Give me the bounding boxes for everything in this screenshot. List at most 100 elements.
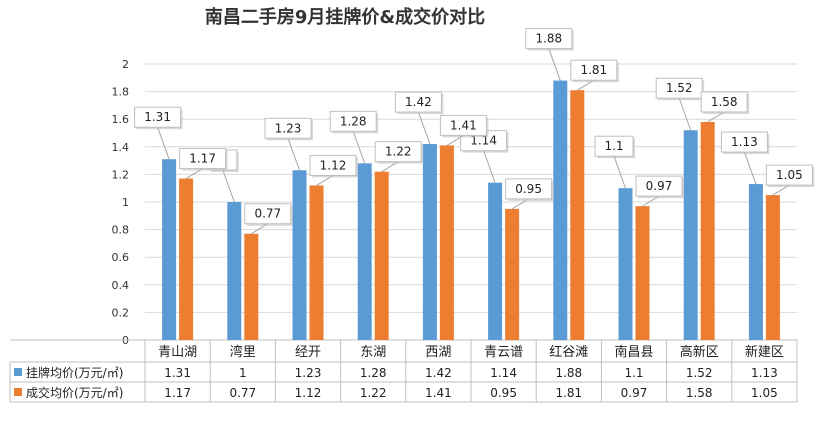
label-leader [483,150,496,183]
data-label: 1.52 [666,81,693,95]
data-label: 0.77 [254,207,281,221]
y-tick-label: 1.2 [112,168,130,181]
table-cell: 1.42 [425,366,452,380]
table-cell: 1.22 [360,386,387,400]
table-cell: 1 [239,366,247,380]
bar [488,182,503,340]
table-cell: 1.13 [751,366,778,380]
data-label-box [505,178,553,200]
data-label-box [309,154,357,176]
bar [309,185,324,340]
data-label-box [570,59,618,81]
label-leader [548,48,561,81]
table-cell: 1.05 [751,386,778,400]
data-label: 1.58 [711,95,738,109]
bar [439,145,454,340]
data-label: 1.22 [385,145,412,159]
category-label: 红谷滩 [549,344,588,360]
data-label-box [264,117,312,139]
data-label-box [374,141,422,163]
table-cell: 1.58 [686,386,713,400]
table-cell: 1.88 [555,366,582,380]
category-label: 青山湖 [158,345,197,360]
table-cell: 0.97 [621,386,648,400]
bar [618,188,633,340]
data-label: 1.05 [776,168,803,182]
category-label: 南昌县 [614,344,653,360]
data-label-box [525,28,573,50]
bar [635,206,650,340]
legend-label: 挂牌均价(万元/㎡) [26,366,123,380]
table-cell: 1.81 [555,386,582,400]
data-label: 1.41 [450,118,477,132]
category-label: 青云谱 [484,345,523,360]
table-cell: 0.77 [229,386,256,400]
bar [683,130,698,340]
bar [505,208,520,340]
y-tick-label: 0.8 [112,224,130,237]
category-label: 东湖 [360,345,386,360]
y-tick-label: 1.6 [112,113,130,126]
y-tick-label: 2 [122,58,129,71]
bar [570,90,585,340]
data-label-box [329,110,377,132]
legend-swatch [14,368,22,376]
bar [700,121,715,341]
data-label-box [394,91,442,113]
bar [244,233,259,340]
label-leader [157,127,170,160]
table-cell: 0.95 [490,386,517,400]
data-label-box [635,175,683,197]
y-tick-label: 1.8 [112,86,130,99]
bar [357,163,372,340]
data-label: 1.42 [405,95,432,109]
chart-title: 南昌二手房9月挂牌价&成交价对比 [205,6,485,28]
data-label: 1.12 [320,158,347,172]
table-cell: 1.31 [164,366,191,380]
data-label: 1.28 [340,114,367,128]
y-tick-label: 1.4 [112,141,130,154]
table-cell: 1.14 [490,366,517,380]
label-leader [613,156,626,189]
table-cell: 1.23 [295,366,322,380]
data-label-box [179,148,227,170]
legend-label: 成交均价(万元/㎡) [26,385,123,400]
bar [422,144,437,340]
data-label: 0.95 [515,182,542,196]
table-cell: 1.17 [164,386,191,400]
data-label: 0.97 [646,179,673,193]
data-label: 1.17 [189,152,216,166]
category-label: 湾里 [230,344,256,360]
label-leader [417,111,431,145]
label-leader [678,98,692,131]
data-label: 1.88 [535,32,562,46]
table-cell: 1.52 [686,366,713,380]
y-tick-label: 0.4 [112,279,130,292]
category-label: 新建区 [745,344,784,360]
data-label-box [439,114,487,136]
bar [765,195,780,340]
label-leader [743,151,757,185]
category-label: 西湖 [425,345,451,360]
data-label: 1.13 [731,135,758,149]
category-label: 经开 [295,345,321,360]
label-leader [222,169,235,203]
y-tick-label: 0.2 [112,306,130,319]
table-cell: 1.12 [295,386,322,400]
y-tick-label: 1 [122,196,129,209]
label-leader [352,131,366,164]
y-tick-label: 0.6 [112,251,130,264]
bar [374,171,389,340]
data-label-box [134,106,182,128]
table-cell: 1.41 [425,386,452,400]
table-cell: 1.28 [360,366,387,380]
data-label: 1.23 [275,121,302,135]
bar [748,184,763,340]
data-label-box [700,91,748,113]
bar [179,178,194,340]
data-label-box [765,164,813,186]
data-label-box [244,203,292,225]
table-cell: 1.1 [624,366,643,380]
